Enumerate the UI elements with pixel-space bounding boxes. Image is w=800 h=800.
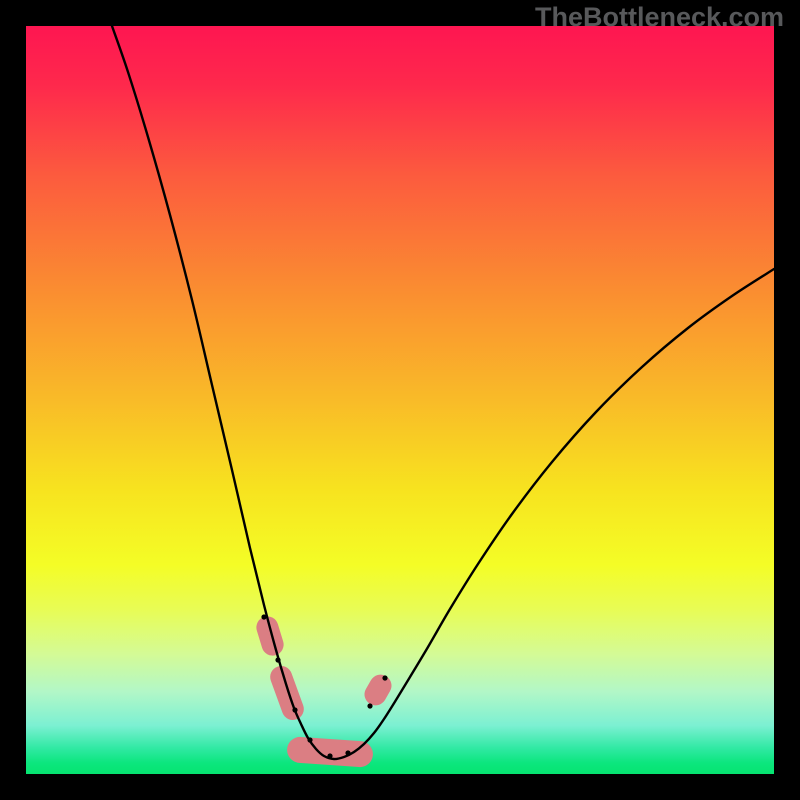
curve-sample-dot: [275, 657, 280, 662]
frame-left: [0, 0, 26, 800]
watermark-text: TheBottleneck.com: [535, 2, 784, 33]
curve-sample-dot: [261, 614, 266, 619]
curve-sample-dot: [382, 675, 387, 680]
curve-sample-dot: [307, 737, 312, 742]
frame-bottom: [0, 774, 800, 800]
bottleneck-chart: [0, 0, 800, 800]
frame-right: [774, 0, 800, 800]
curve-sample-dot: [327, 753, 332, 758]
curve-sample-dot: [367, 703, 372, 708]
gradient-panel: [26, 26, 774, 774]
curve-sample-dot: [292, 707, 297, 712]
curve-sample-dot: [345, 750, 350, 755]
